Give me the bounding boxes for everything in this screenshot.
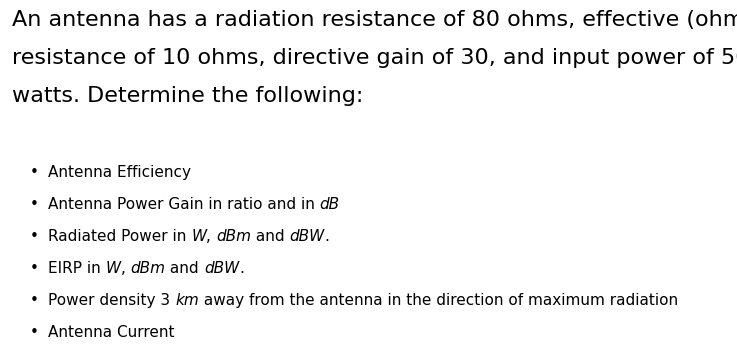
Text: Antenna Efficiency: Antenna Efficiency [48, 165, 191, 180]
Text: dB: dB [320, 197, 340, 212]
Text: •: • [30, 197, 39, 212]
Text: •: • [30, 229, 39, 244]
Text: Power density 3: Power density 3 [48, 293, 175, 308]
Text: watts. Determine the following:: watts. Determine the following: [12, 86, 363, 106]
Text: away from the antenna in the direction of maximum radiation: away from the antenna in the direction o… [199, 293, 678, 308]
Text: W: W [191, 229, 206, 244]
Text: EIRP in: EIRP in [48, 261, 105, 276]
Text: .: . [325, 229, 329, 244]
Text: •: • [30, 261, 39, 276]
Text: resistance of 10 ohms, directive gain of 30, and input power of 50: resistance of 10 ohms, directive gain of… [12, 48, 737, 68]
Text: W: W [105, 261, 121, 276]
Text: ,: , [206, 229, 216, 244]
Text: dBW: dBW [204, 261, 240, 276]
Text: dBm: dBm [130, 261, 166, 276]
Text: .: . [240, 261, 244, 276]
Text: ,: , [121, 261, 130, 276]
Text: •: • [30, 325, 39, 340]
Text: Antenna Power Gain in ratio and in: Antenna Power Gain in ratio and in [48, 197, 320, 212]
Text: Antenna Current: Antenna Current [48, 325, 175, 340]
Text: dBm: dBm [216, 229, 251, 244]
Text: km: km [175, 293, 199, 308]
Text: and: and [251, 229, 290, 244]
Text: Radiated Power in: Radiated Power in [48, 229, 191, 244]
Text: An antenna has a radiation resistance of 80 ohms, effective (ohmic): An antenna has a radiation resistance of… [12, 10, 737, 30]
Text: dBW: dBW [290, 229, 325, 244]
Text: •: • [30, 165, 39, 180]
Text: and: and [166, 261, 204, 276]
Text: •: • [30, 293, 39, 308]
